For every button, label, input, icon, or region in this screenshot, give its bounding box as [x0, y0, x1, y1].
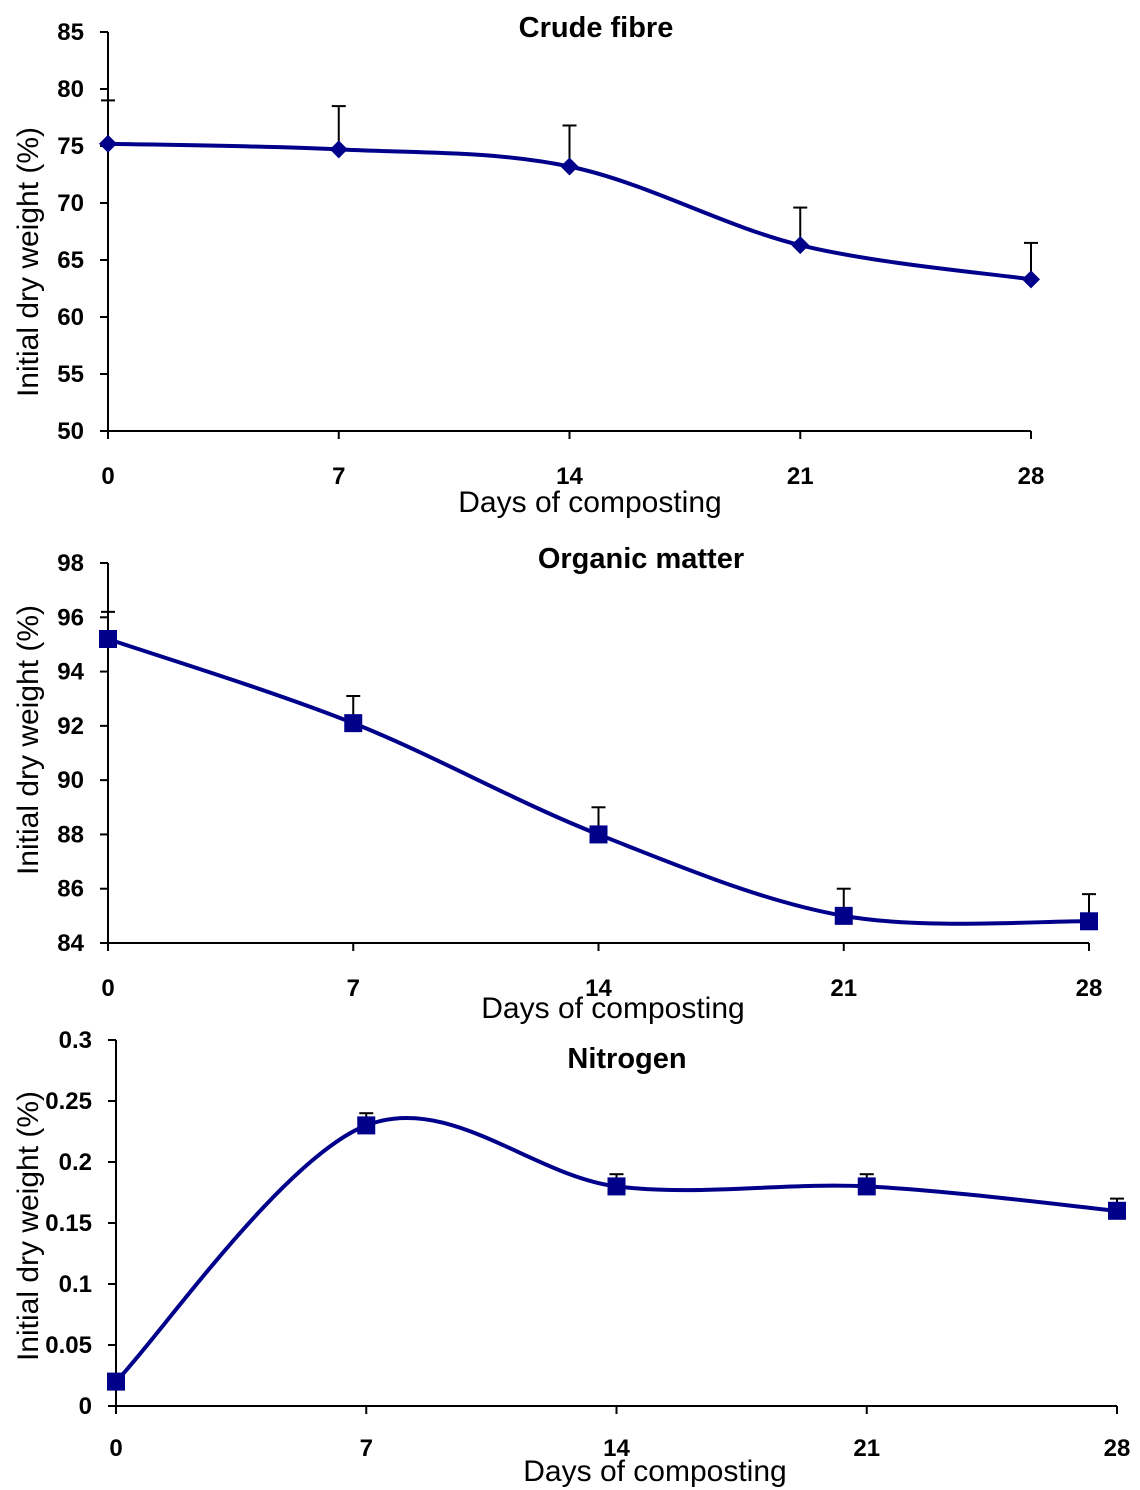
x-tick-label: 28 — [1076, 975, 1103, 1002]
data-point — [791, 236, 810, 255]
y-tick-label: 80 — [57, 76, 84, 103]
x-tick-label: 28 — [1104, 1435, 1131, 1462]
x-tick-label: 21 — [787, 463, 814, 490]
y-tick-label: 92 — [57, 713, 84, 740]
data-point — [357, 1116, 376, 1135]
x-tick-label: 7 — [360, 1435, 373, 1462]
y-tick-label: 94 — [57, 659, 84, 686]
x-tick-label: 0 — [101, 975, 114, 1002]
y-tick-label: 0.25 — [45, 1088, 92, 1115]
y-tick-label: 50 — [57, 418, 84, 445]
x-tick-label: 21 — [853, 1435, 880, 1462]
y-tick-label: 96 — [57, 604, 84, 631]
data-point — [1022, 270, 1040, 289]
y-tick-label: 0.1 — [59, 1271, 92, 1298]
y-axis-title: Initial dry weight (%) — [12, 127, 45, 397]
x-tick-label: 21 — [830, 975, 857, 1002]
chart-crude-fibre: Crude fibre Days of composting Initial d… — [12, 12, 1044, 519]
data-point — [589, 825, 608, 844]
data-point — [1080, 912, 1098, 931]
x-axis-title: Days of composting — [458, 486, 721, 519]
data-point — [329, 140, 348, 159]
y-tick-label: 88 — [57, 821, 84, 848]
chart-title: Crude fibre — [519, 12, 674, 44]
chart-title: Nitrogen — [567, 1043, 686, 1075]
series-line — [114, 1115, 1118, 1383]
y-axis-title: Initial dry weight (%) — [12, 605, 45, 875]
y-tick-label: 98 — [57, 550, 84, 577]
x-axis-title: Days of composting — [481, 992, 744, 1025]
x-tick-label: 0 — [109, 1435, 122, 1462]
y-tick-label: 0.15 — [45, 1210, 92, 1237]
x-tick-label: 7 — [332, 463, 345, 490]
y-tick-label: 60 — [57, 304, 84, 331]
y-tick-label: 55 — [57, 361, 84, 388]
data-point — [107, 1372, 125, 1391]
x-tick-label: 14 — [603, 1435, 630, 1462]
x-tick-label: 14 — [585, 975, 612, 1002]
y-tick-label: 75 — [57, 133, 84, 160]
data-point — [99, 134, 117, 153]
data-point — [1108, 1201, 1126, 1220]
x-tick-label: 0 — [101, 463, 114, 490]
chart-nitrogen: Nitrogen Days of composting Initial dry … — [12, 1027, 1130, 1488]
x-tick-label: 28 — [1018, 463, 1045, 490]
y-tick-label: 0 — [79, 1393, 92, 1420]
data-point — [857, 1177, 876, 1196]
y-tick-label: 70 — [57, 190, 84, 217]
y-tick-label: 65 — [57, 247, 84, 274]
chart-title: Organic matter — [538, 543, 744, 575]
y-axis-title: Initial dry weight (%) — [12, 1091, 45, 1361]
data-point — [99, 630, 117, 648]
y-tick-label: 90 — [57, 767, 84, 794]
x-tick-label: 14 — [556, 463, 583, 490]
data-point — [607, 1177, 626, 1196]
x-tick-label: 7 — [347, 975, 360, 1002]
y-tick-label: 86 — [57, 876, 84, 903]
series-line — [107, 637, 1090, 926]
data-point — [834, 906, 853, 925]
y-tick-label: 0.3 — [59, 1027, 92, 1054]
data-point — [344, 714, 363, 733]
y-tick-label: 85 — [57, 19, 84, 46]
x-axis-title: Days of composting — [523, 1455, 786, 1488]
chart-organic-matter: Organic matter Days of composting Initia… — [12, 543, 1102, 1025]
y-tick-label: 0.2 — [59, 1149, 92, 1176]
data-point — [560, 157, 579, 176]
y-tick-label: 0.05 — [45, 1332, 92, 1359]
y-tick-label: 84 — [57, 930, 84, 957]
